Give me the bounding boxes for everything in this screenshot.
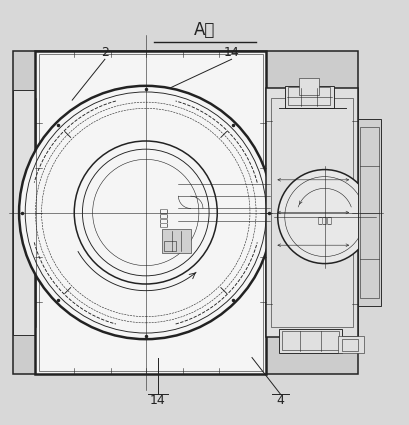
Bar (360, 127, 378, 298)
Bar (287, 88, 330, 105)
Bar (278, 329, 341, 354)
Text: 2: 2 (101, 46, 108, 59)
Bar (35, 51, 265, 374)
Text: 14: 14 (223, 46, 239, 59)
Bar (284, 86, 333, 108)
Text: 电气门: 电气门 (317, 216, 331, 225)
Circle shape (277, 170, 371, 264)
Circle shape (19, 86, 272, 339)
Bar (270, 98, 353, 327)
Bar (162, 229, 190, 253)
Bar (13, 90, 39, 335)
Circle shape (74, 141, 217, 284)
Text: 旋转方向: 旋转方向 (159, 207, 168, 227)
Bar (13, 51, 357, 374)
Bar (357, 119, 380, 306)
Text: A向: A向 (194, 21, 215, 39)
Bar (265, 88, 357, 337)
Bar (281, 331, 338, 350)
Bar (38, 54, 263, 371)
Text: 4: 4 (276, 394, 284, 407)
Bar (337, 336, 364, 354)
Text: 14: 14 (150, 394, 166, 407)
Bar (341, 339, 357, 351)
Bar (164, 241, 176, 251)
Bar (298, 79, 319, 95)
